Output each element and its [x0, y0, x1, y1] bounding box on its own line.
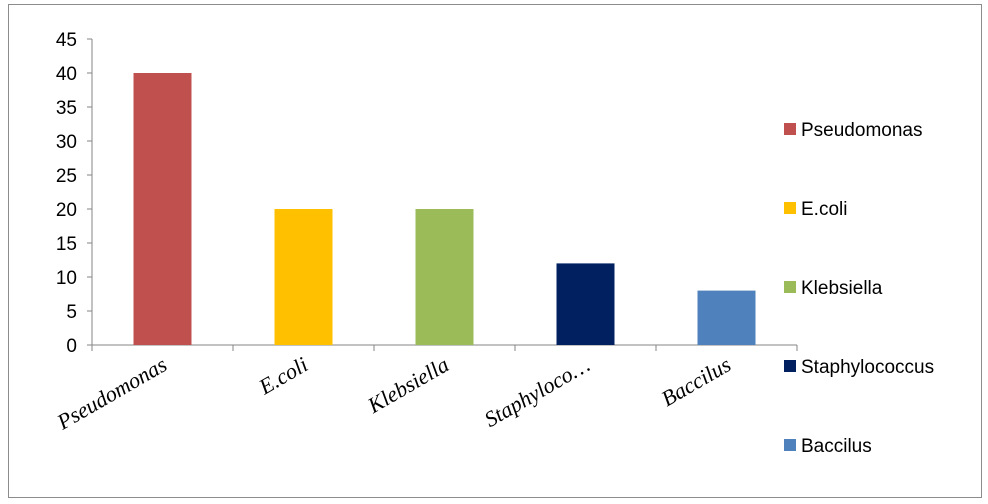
legend-swatch — [784, 281, 796, 293]
legend-swatch — [784, 439, 796, 451]
x-category-label: Staphyloco… — [480, 352, 594, 432]
bar-2 — [415, 209, 474, 345]
y-tick-label: 10 — [56, 268, 77, 289]
legend-swatch — [784, 123, 796, 135]
x-category-label: Baccilus — [657, 352, 735, 412]
y-tick-label: 35 — [56, 98, 77, 119]
y-tick-label: 15 — [56, 234, 77, 255]
legend-label: E.coli — [801, 199, 847, 220]
y-tick-label: 45 — [56, 30, 77, 51]
x-category-label: E.coli — [254, 352, 312, 400]
y-tick-label: 30 — [56, 132, 77, 153]
bar-chart: 0 5 10 15 20 25 30 35 40 45 Pseudomonas E.coli Klebs… — [52, 30, 934, 457]
legend-label: Baccilus — [801, 436, 872, 457]
legend-swatch — [784, 202, 796, 214]
legend-label: Klebsiella — [801, 278, 883, 299]
bar-1 — [274, 209, 333, 345]
bar-0 — [133, 73, 192, 345]
chart-frame: 0 5 10 15 20 25 30 35 40 45 Pseudomonas E.coli Klebs… — [8, 4, 982, 498]
y-tick-label: 5 — [66, 302, 77, 323]
y-tick-label: 20 — [56, 200, 77, 221]
x-category-label: Klebsiella — [362, 352, 453, 419]
y-tick-label: 25 — [56, 166, 77, 187]
y-tick-label: 40 — [56, 64, 77, 85]
legend-label: Staphylococcus — [801, 357, 934, 378]
legend-swatch — [784, 360, 796, 372]
bar-4 — [697, 290, 756, 345]
x-category-label: Pseudomonas — [52, 352, 171, 435]
bar-3 — [556, 263, 615, 345]
legend-label: Pseudomonas — [801, 120, 922, 141]
y-tick-label: 0 — [66, 336, 77, 357]
